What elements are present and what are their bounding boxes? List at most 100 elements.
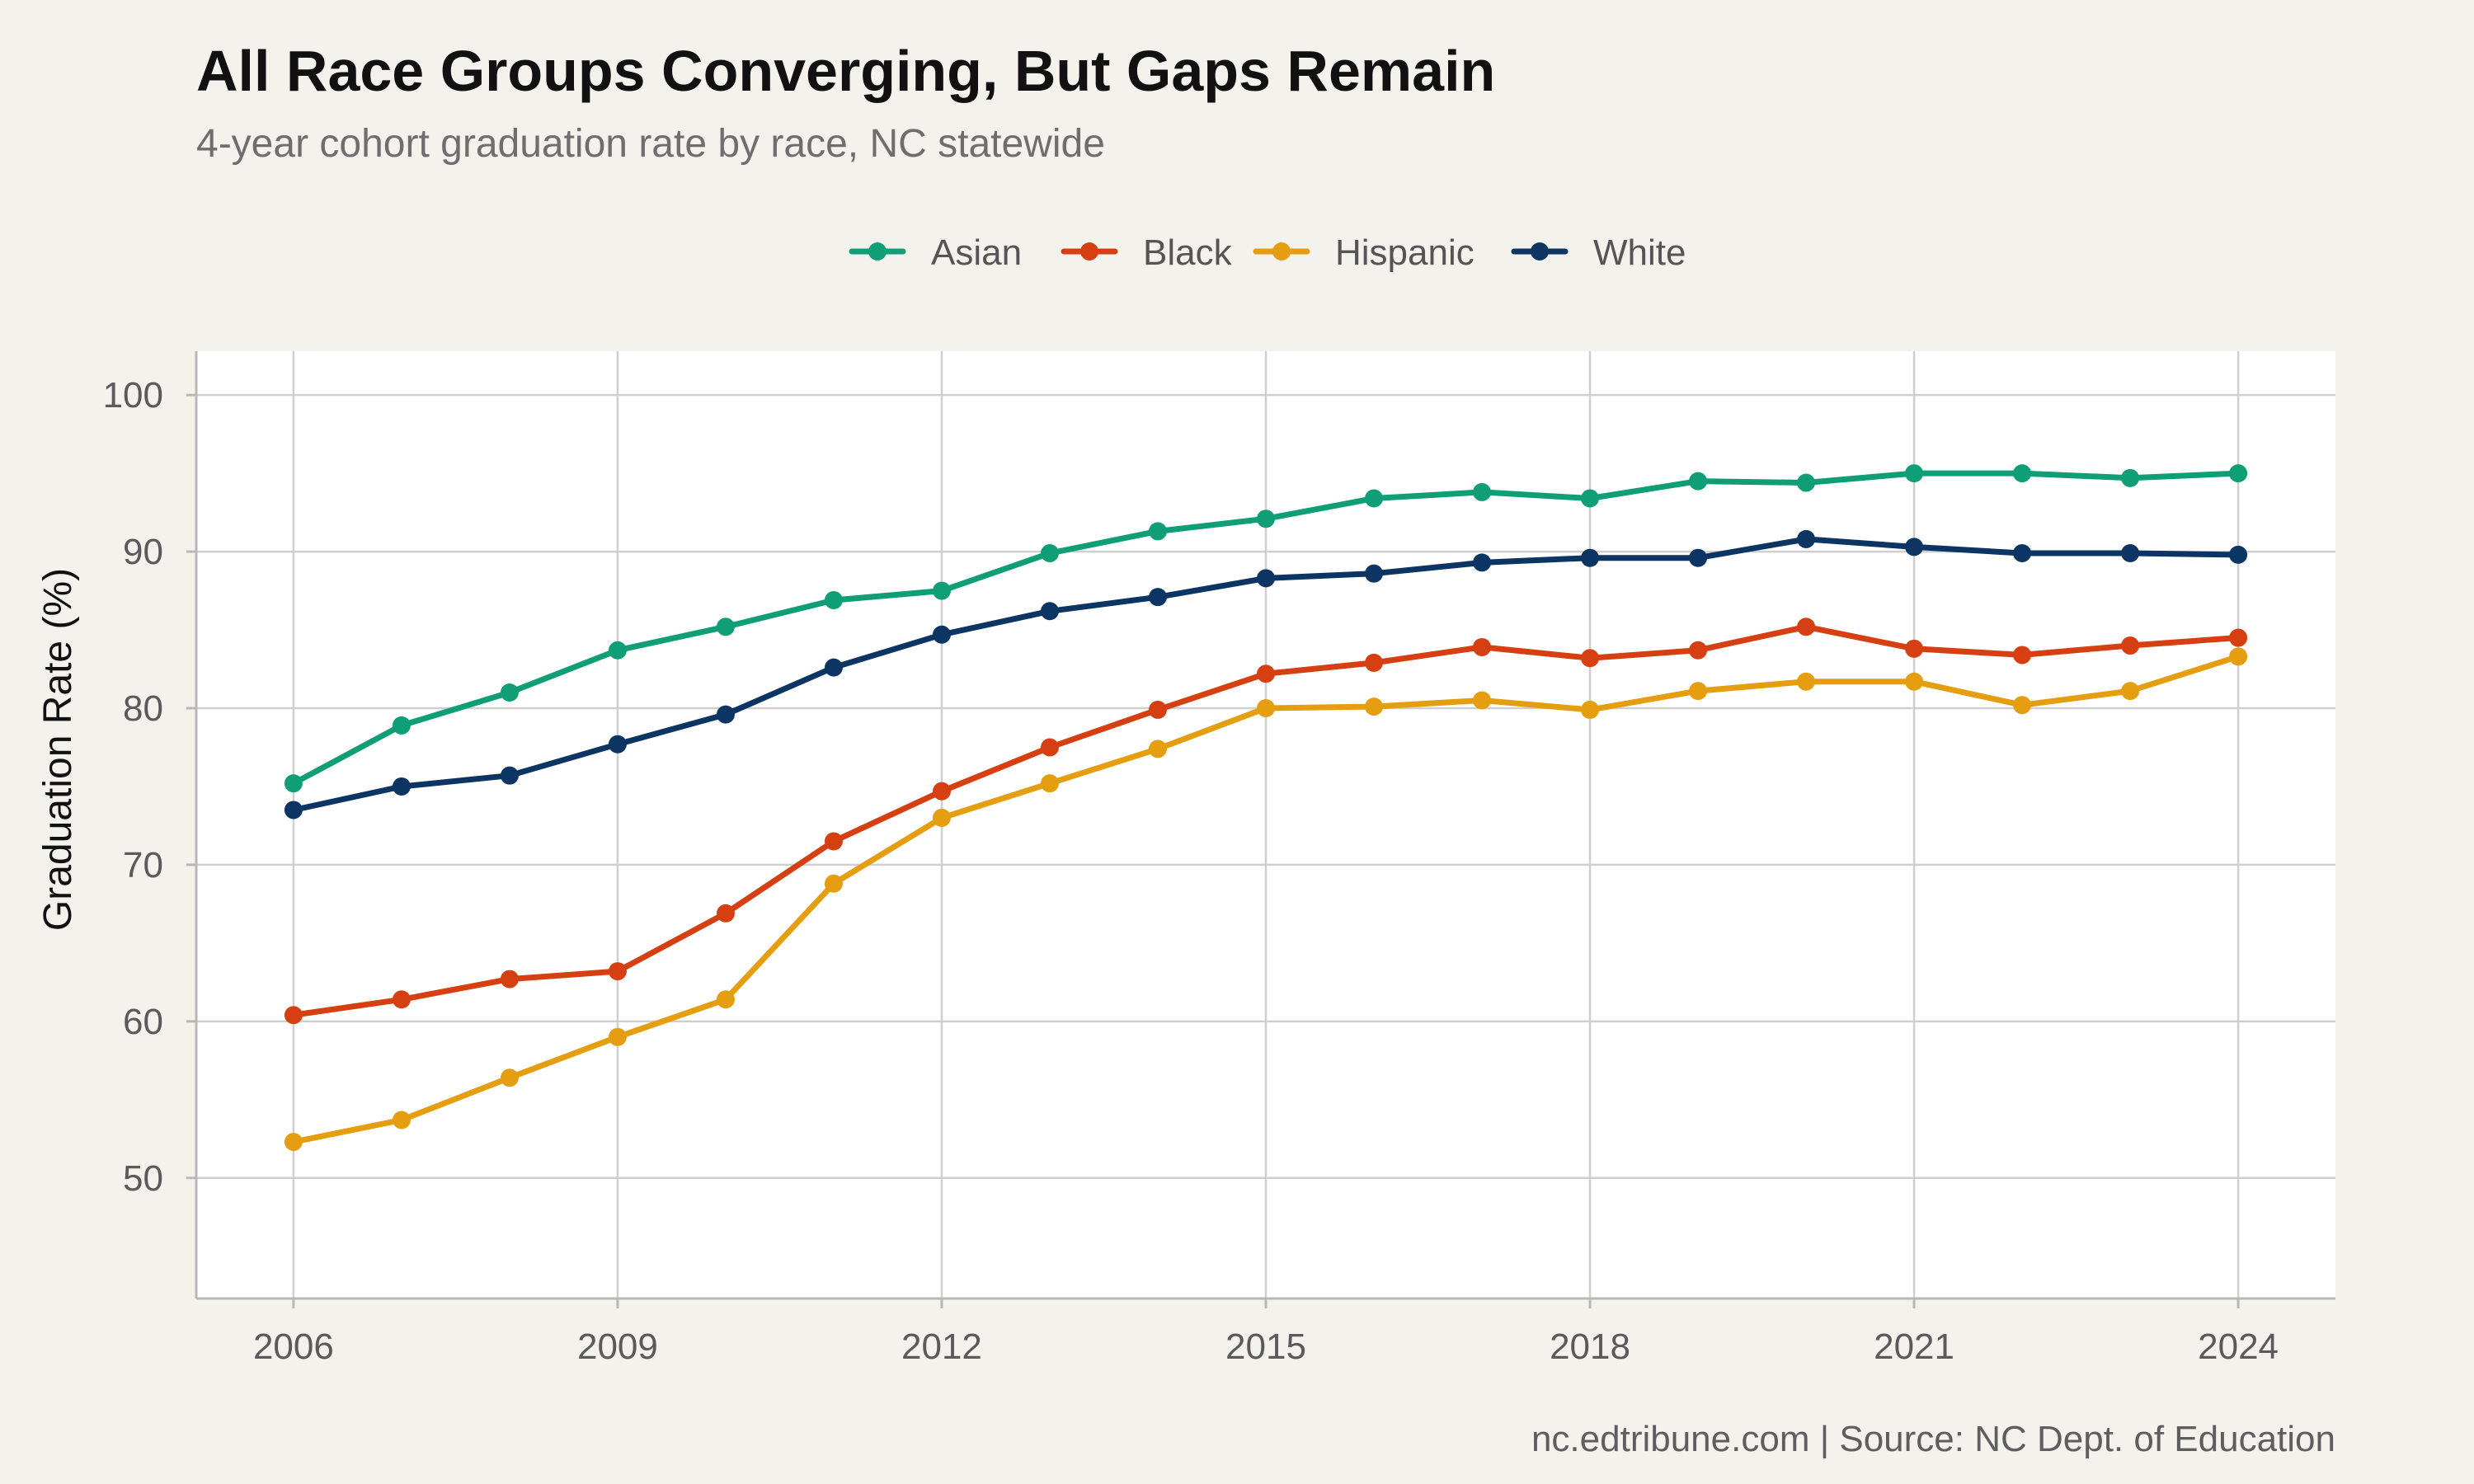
data-point-asian bbox=[500, 683, 519, 702]
y-tick-label: 100 bbox=[103, 375, 163, 416]
chart-subtitle: 4-year cohort graduation rate by race, N… bbox=[196, 122, 1105, 166]
series-hispanic bbox=[284, 647, 2248, 1152]
legend-item-white: White bbox=[1511, 232, 1686, 273]
data-point-black bbox=[1689, 641, 1708, 660]
data-point-asian bbox=[1148, 522, 1167, 541]
data-point-asian bbox=[2013, 464, 2032, 483]
data-point-black bbox=[1473, 637, 1492, 656]
legend-key-dot-asian bbox=[868, 242, 887, 261]
data-point-white bbox=[608, 735, 627, 754]
data-point-black bbox=[1257, 665, 1275, 683]
data-point-black bbox=[1148, 700, 1167, 719]
data-point-asian bbox=[1365, 489, 1384, 508]
data-point-black bbox=[2229, 628, 2248, 647]
data-point-white bbox=[1905, 538, 1924, 556]
data-point-hispanic bbox=[1689, 682, 1708, 701]
data-point-black bbox=[1040, 738, 1059, 757]
legend: Asian Black Hispanic White bbox=[849, 232, 1686, 273]
data-point-white bbox=[1040, 602, 1059, 621]
data-point-asian bbox=[2229, 464, 2248, 483]
x-tick-label: 2024 bbox=[2198, 1327, 2279, 1367]
data-point-white bbox=[284, 801, 303, 819]
x-tick-label: 2009 bbox=[577, 1327, 658, 1367]
data-point-black bbox=[932, 782, 951, 801]
legend-key-dot-hispanic bbox=[1272, 242, 1291, 261]
data-point-black bbox=[1581, 649, 1600, 668]
data-point-hispanic bbox=[500, 1068, 519, 1087]
data-point-asian bbox=[1581, 489, 1600, 508]
data-point-black bbox=[500, 970, 519, 989]
series-white bbox=[284, 529, 2248, 819]
x-axis-ticks: 2006 2009 2012 2015 2018 2021 2024 bbox=[253, 1298, 2279, 1367]
data-point-white bbox=[1581, 548, 1600, 567]
y-tick-label: 60 bbox=[123, 1002, 163, 1042]
legend-label-black: Black bbox=[1143, 232, 1233, 273]
data-point-hispanic bbox=[392, 1111, 411, 1129]
data-point-asian bbox=[932, 581, 951, 600]
chart-caption: nc.edtribune.com | Source: NC Dept. of E… bbox=[1531, 1419, 2335, 1459]
data-point-black bbox=[1797, 618, 1816, 636]
data-point-asian bbox=[716, 618, 735, 636]
y-axis-title: Graduation Rate (%) bbox=[36, 568, 80, 931]
legend-label-asian: Asian bbox=[931, 232, 1022, 273]
data-point-asian bbox=[1905, 464, 1924, 483]
legend-item-black: Black bbox=[1061, 232, 1233, 273]
data-point-hispanic bbox=[1148, 740, 1167, 758]
legend-item-asian: Asian bbox=[849, 232, 1022, 273]
data-point-black bbox=[608, 962, 627, 981]
data-point-hispanic bbox=[716, 990, 735, 1009]
data-point-white bbox=[1365, 564, 1384, 583]
data-point-white bbox=[2121, 543, 2140, 562]
data-point-hispanic bbox=[1797, 672, 1816, 691]
data-point-asian bbox=[1689, 472, 1708, 491]
data-point-black bbox=[716, 904, 735, 923]
data-point-asian bbox=[284, 774, 303, 793]
data-point-hispanic bbox=[1365, 697, 1384, 716]
data-point-asian bbox=[1797, 473, 1816, 492]
y-tick-label: 80 bbox=[123, 688, 163, 729]
data-point-white bbox=[716, 705, 735, 724]
x-tick-label: 2018 bbox=[1550, 1327, 1630, 1367]
data-point-asian bbox=[824, 590, 843, 609]
y-tick-label: 90 bbox=[123, 532, 163, 572]
data-point-hispanic bbox=[1040, 774, 1059, 793]
data-point-white bbox=[500, 766, 519, 785]
data-point-white bbox=[1148, 588, 1167, 607]
y-tick-label: 50 bbox=[123, 1158, 163, 1199]
y-tick-label: 70 bbox=[123, 845, 163, 885]
series-asian bbox=[284, 464, 2248, 793]
x-tick-label: 2015 bbox=[1225, 1327, 1306, 1367]
data-point-white bbox=[2013, 543, 2032, 562]
data-point-white bbox=[2229, 545, 2248, 564]
data-point-hispanic bbox=[1905, 672, 1924, 691]
data-point-white bbox=[1797, 529, 1816, 548]
data-point-asian bbox=[392, 716, 411, 735]
y-axis-ticks: 50 60 70 80 90 100 bbox=[103, 375, 196, 1199]
data-point-black bbox=[824, 832, 843, 851]
data-point-black bbox=[392, 990, 411, 1009]
data-point-black bbox=[2013, 646, 2032, 665]
x-tick-label: 2012 bbox=[901, 1327, 982, 1367]
series-black bbox=[284, 618, 2248, 1025]
data-point-hispanic bbox=[2121, 682, 2140, 701]
data-point-hispanic bbox=[2229, 647, 2248, 666]
data-point-hispanic bbox=[1581, 700, 1600, 719]
data-point-hispanic bbox=[1257, 699, 1275, 718]
data-point-black bbox=[284, 1006, 303, 1025]
legend-label-white: White bbox=[1593, 232, 1686, 273]
data-point-hispanic bbox=[608, 1027, 627, 1046]
x-tick-label: 2006 bbox=[253, 1327, 334, 1367]
data-point-asian bbox=[1257, 510, 1275, 528]
data-point-asian bbox=[1473, 482, 1492, 501]
data-point-asian bbox=[1040, 543, 1059, 562]
legend-key-dot-white bbox=[1531, 242, 1549, 261]
data-point-black bbox=[1365, 653, 1384, 672]
data-point-white bbox=[932, 625, 951, 644]
data-point-white bbox=[1473, 553, 1492, 572]
data-point-hispanic bbox=[1473, 691, 1492, 710]
chart-title: All Race Groups Converging, But Gaps Rem… bbox=[196, 39, 1495, 103]
data-point-hispanic bbox=[2013, 696, 2032, 715]
data-point-white bbox=[824, 658, 843, 677]
x-tick-label: 2021 bbox=[1874, 1327, 1954, 1367]
